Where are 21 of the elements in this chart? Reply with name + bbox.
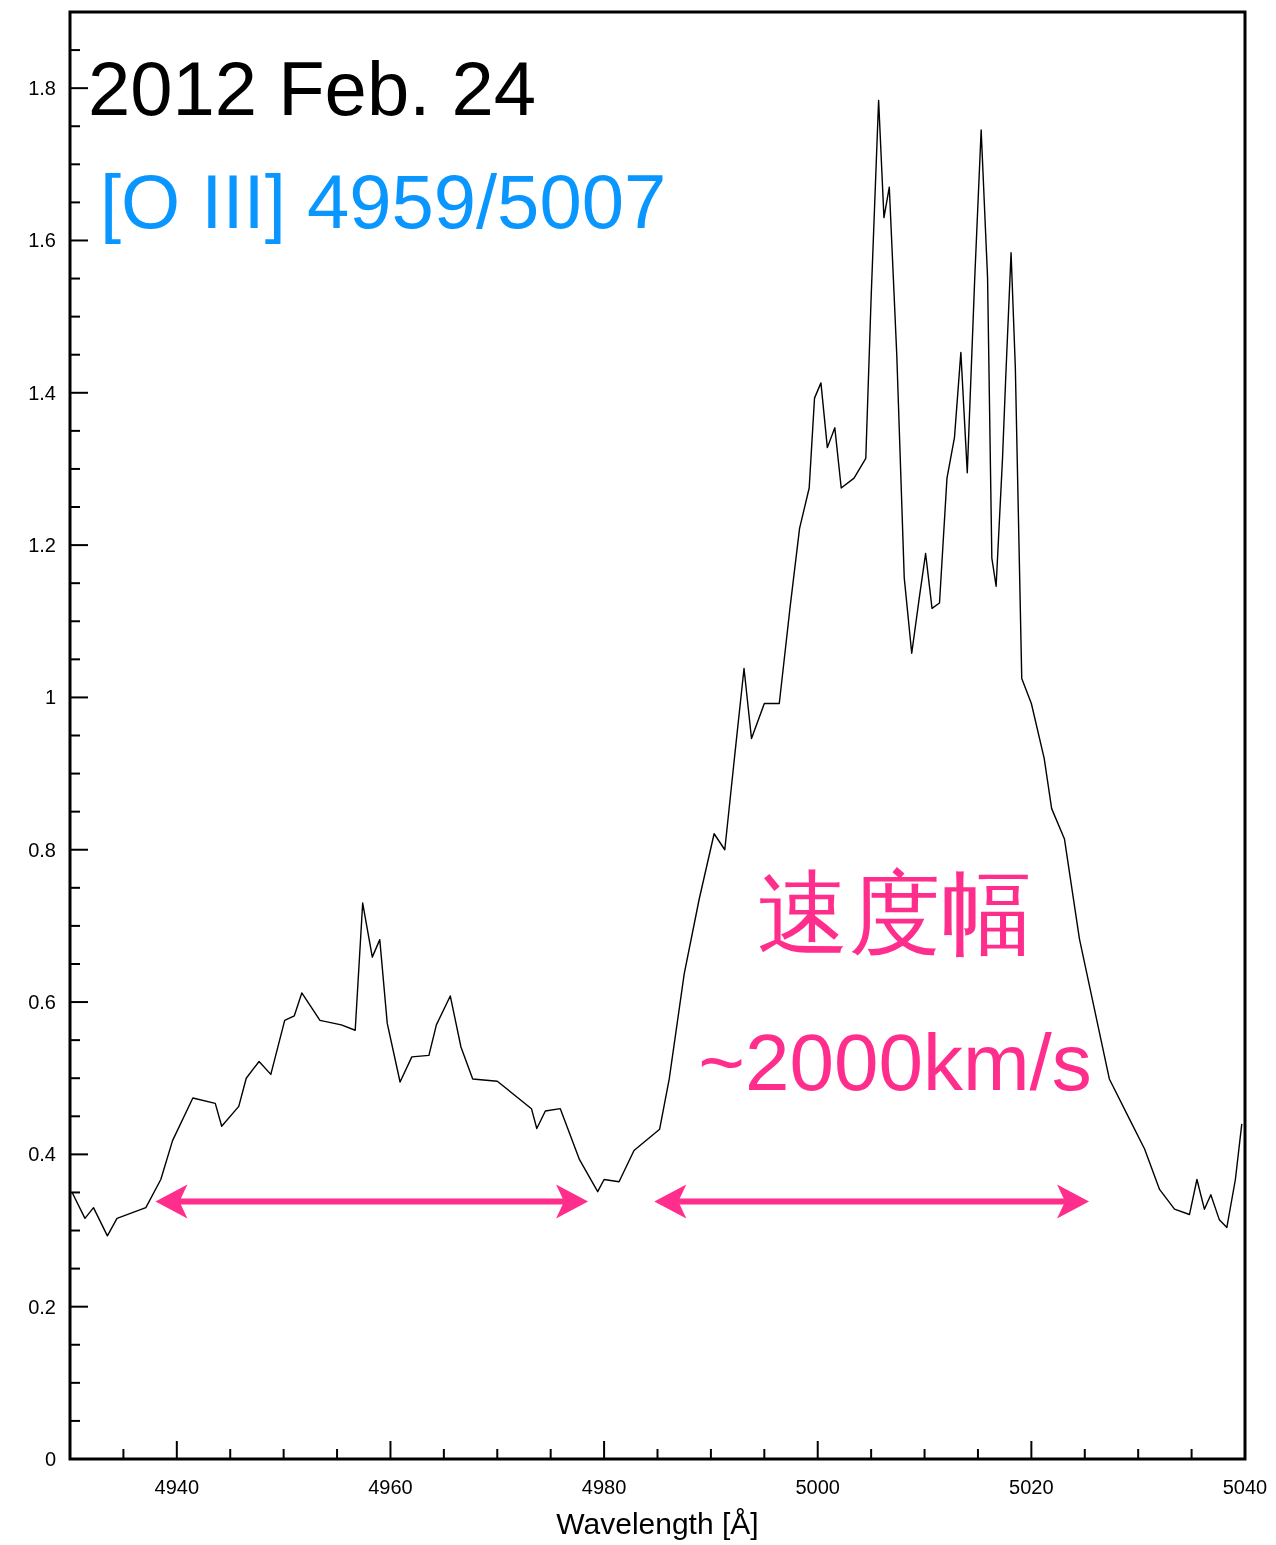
text: [O III] 4959/5007 [100, 159, 667, 244]
x-axis-title: Wavelength [Å] [556, 1507, 759, 1540]
y-tick-label: 1.2 [28, 534, 56, 557]
x-tick-label: 5040 [1222, 1476, 1268, 1498]
x-tick-label: 4980 [581, 1476, 627, 1498]
y-tick-label: 1.8 [28, 77, 56, 100]
x-tick-label: 4940 [154, 1476, 200, 1498]
y-tick-label: 1.4 [28, 381, 56, 404]
text: 2012 Feb. 24 [88, 46, 536, 131]
y-tick-label: 0 [44, 1448, 56, 1470]
x-tick-label: 5020 [1009, 1476, 1054, 1498]
y-tick-label: 1 [44, 686, 56, 709]
x-tick-label: 4960 [368, 1476, 413, 1498]
y-tick-label: 0.4 [28, 1143, 56, 1166]
annotation: 速度幅 [757, 862, 1033, 964]
annotation: ~2000km/s [698, 1018, 1092, 1107]
y-tick-label: 0.8 [28, 838, 56, 861]
y-tick-label: 0.6 [28, 991, 56, 1014]
x-tick-label: 5000 [795, 1476, 840, 1498]
y-tick-label: 1.6 [28, 229, 56, 252]
y-tick-label: 0.2 [28, 1295, 56, 1318]
